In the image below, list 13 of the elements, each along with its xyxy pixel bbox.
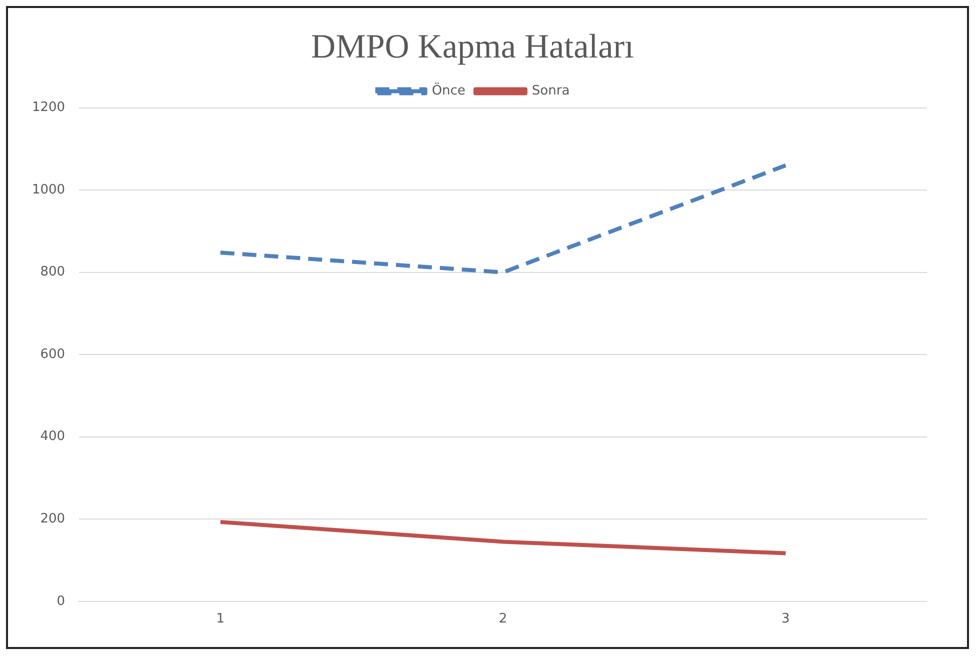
- y-tick-label: 200: [40, 512, 66, 527]
- legend-label: Önce: [432, 82, 466, 99]
- y-tick-label: 600: [40, 346, 66, 362]
- legend-label: Sonra: [532, 84, 570, 99]
- x-tick-label: 2: [498, 612, 508, 627]
- x-tick-label: 3: [782, 612, 790, 627]
- y-tick-label: 400: [40, 429, 66, 444]
- chart-title: DMPO Kapma Hataları: [311, 28, 634, 66]
- y-tick-label: 1200: [32, 100, 66, 116]
- y-tick-label: 1000: [32, 182, 66, 198]
- y-tick-label: 800: [40, 264, 66, 280]
- x-tick-label: 1: [216, 612, 225, 627]
- y-tick-label: 0: [56, 594, 66, 609]
